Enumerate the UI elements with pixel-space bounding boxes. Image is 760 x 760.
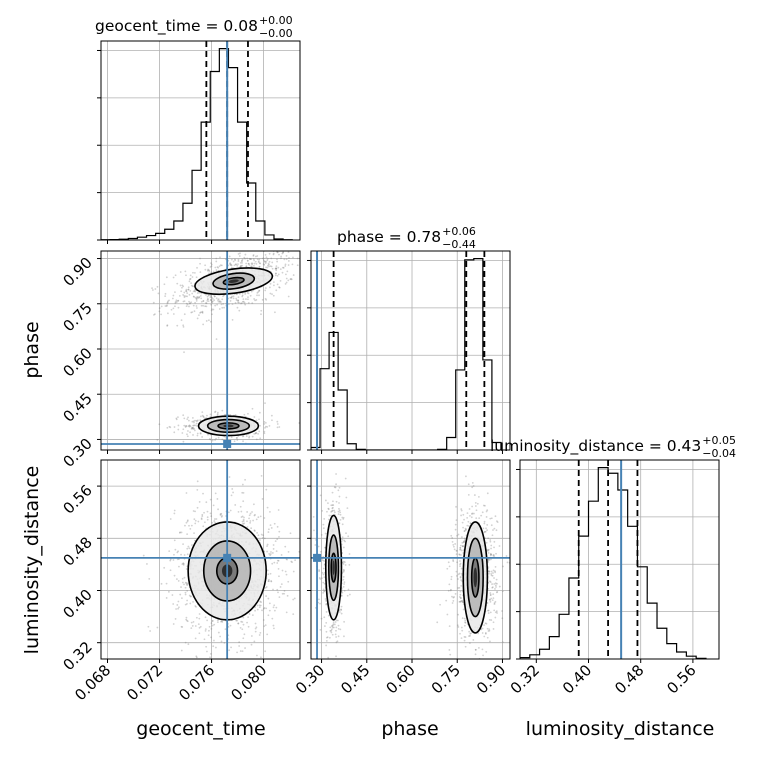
truth-marker: [223, 553, 232, 562]
panel-frame: [310, 250, 511, 451]
panel-frame: [100, 40, 301, 241]
histogram-luminosity_distance: [520, 467, 707, 659]
title-phase: phase = 0.78 +0.06−0.44: [337, 225, 476, 251]
grid-lines: [101, 41, 300, 240]
title-sup: +0.00: [259, 14, 293, 27]
y-tick-label: 0.40: [59, 586, 95, 622]
truth-marker: [313, 553, 322, 562]
histogram-phase: [311, 258, 502, 450]
contour-line: [324, 514, 343, 621]
y-tick-label: 0.56: [59, 481, 95, 517]
histogram-geocent_time: [101, 48, 293, 240]
contour-line: [222, 276, 245, 286]
title-text: geocent_time = 0.08: [95, 17, 258, 36]
grid-lines: [311, 460, 510, 659]
x-tick-label: 0.32: [507, 661, 543, 697]
y-tick-label: 0.90: [59, 254, 95, 290]
contour-line: [197, 415, 260, 437]
panel-phase-luminosity_distance: 0.30 0.45 0.60 0.75 0.90: [292, 459, 511, 697]
panel-frame: [100, 459, 301, 660]
x-axis-label-geocent_time: geocent_time: [136, 718, 265, 740]
contour-line: [327, 534, 340, 602]
x-tick-label: 0.75: [428, 661, 464, 697]
contour-line: [194, 267, 274, 296]
title-sup: +0.05: [702, 434, 736, 447]
contour-line: [466, 537, 484, 618]
truth-marker: [223, 439, 232, 448]
title-text: luminosity_distance = 0.43: [490, 437, 701, 456]
title-sub: −0.44: [442, 238, 476, 251]
contour-set: [197, 415, 260, 437]
y-tick-label: 0.30: [59, 435, 95, 471]
y-tick-label: 0.60: [59, 344, 95, 380]
x-tick-label: 0.56: [663, 661, 699, 697]
y-axis-label-phase: phase: [21, 321, 43, 378]
panel-phase-phase: [307, 250, 511, 454]
title-sub: −0.00: [259, 27, 293, 40]
title-sub: −0.04: [702, 447, 736, 460]
x-axis-label-luminosity_distance: luminosity_distance: [526, 718, 715, 740]
contour-line: [462, 521, 489, 634]
contour-line: [330, 552, 337, 583]
y-tick-label: 0.48: [59, 533, 95, 569]
x-tick-label: 0.45: [337, 661, 373, 697]
x-tick-label: 0.080: [227, 661, 270, 704]
title-sup: +0.06: [442, 225, 476, 238]
grid-lines: [520, 460, 719, 659]
title-text: phase = 0.78: [337, 228, 441, 246]
grid-lines: [311, 251, 510, 450]
x-tick-label: 0.90: [473, 661, 509, 697]
x-tick-label: 0.40: [559, 661, 595, 697]
panel-frame: [310, 459, 511, 660]
title-luminosity_distance: luminosity_distance = 0.43 +0.05−0.04: [490, 434, 736, 460]
panel-geocent_time-geocent_time: [97, 40, 301, 244]
x-tick-label: 0.076: [175, 661, 218, 704]
contour-set: [462, 521, 489, 634]
y-tick-label: 0.32: [59, 638, 95, 674]
x-tick-label: 0.30: [292, 661, 328, 697]
y-axis-label-luminosity_distance: luminosity_distance: [21, 466, 43, 655]
contour-line: [217, 422, 240, 430]
x-tick-label: 0.60: [382, 661, 418, 697]
panel-frame: [100, 250, 301, 451]
panel-luminosity_distance-luminosity_distance: 0.32 0.40 0.48 0.56: [507, 459, 720, 697]
title-geocent_time: geocent_time = 0.08 +0.00−0.00: [95, 14, 293, 40]
contour-set: [194, 267, 274, 296]
y-tick-label: 0.75: [59, 299, 95, 335]
x-tick-label: 0.072: [123, 661, 166, 704]
panel-geocent_time-phase: 0.30 0.45 0.60 0.75 0.90: [59, 250, 301, 471]
scatter-points: [105, 251, 300, 445]
x-tick-label: 0.48: [611, 661, 647, 697]
x-axis-label-phase: phase: [381, 718, 438, 740]
contour-line: [206, 418, 251, 434]
y-tick-label: 0.45: [59, 389, 95, 425]
contour-line: [212, 272, 256, 290]
panel-frame: [519, 459, 720, 660]
contour-set: [324, 514, 343, 621]
